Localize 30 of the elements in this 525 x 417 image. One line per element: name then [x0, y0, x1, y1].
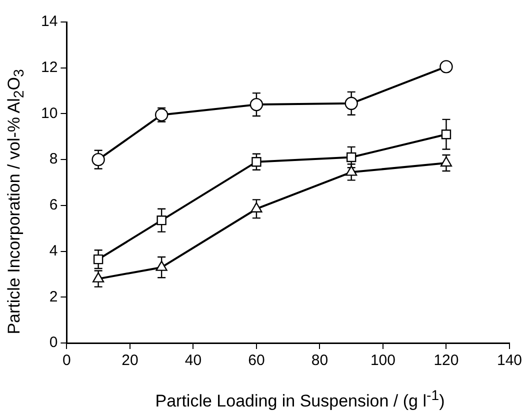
point — [440, 156, 452, 167]
point — [441, 130, 452, 140]
point — [156, 215, 166, 226]
point — [156, 260, 168, 271]
y-tick-label: 12 — [40, 59, 58, 76]
point — [346, 166, 358, 176]
point — [346, 152, 356, 162]
x-tick-label: 60 — [248, 352, 265, 370]
point — [92, 272, 104, 282]
x-tick-label: 0 — [62, 352, 71, 370]
y-tick-label: 0 — [49, 334, 58, 352]
x-tick-label: 80 — [311, 352, 328, 370]
y-tick-label: 10 — [40, 104, 58, 122]
y-tick-label: 14 — [40, 13, 58, 30]
x-tick-label: 40 — [184, 352, 202, 370]
x-tick-label: 140 — [496, 352, 522, 370]
point — [252, 157, 262, 167]
x-tick-label: 20 — [122, 352, 138, 370]
point — [93, 254, 104, 264]
point — [250, 202, 262, 212]
y-tick-label: 4 — [49, 242, 58, 260]
x-tick-label: 120 — [434, 352, 459, 370]
point — [344, 96, 358, 110]
y-tick-label: 2 — [49, 288, 58, 306]
y-tick-label: 6 — [49, 196, 58, 214]
point — [92, 152, 105, 166]
x-axis-title: Particle Loading in Suspension / (g l$^{-1}$) — [154, 388, 446, 412]
y-tick-label: 8 — [49, 150, 58, 168]
x-tick-label: 100 — [370, 352, 396, 370]
point — [250, 98, 264, 112]
